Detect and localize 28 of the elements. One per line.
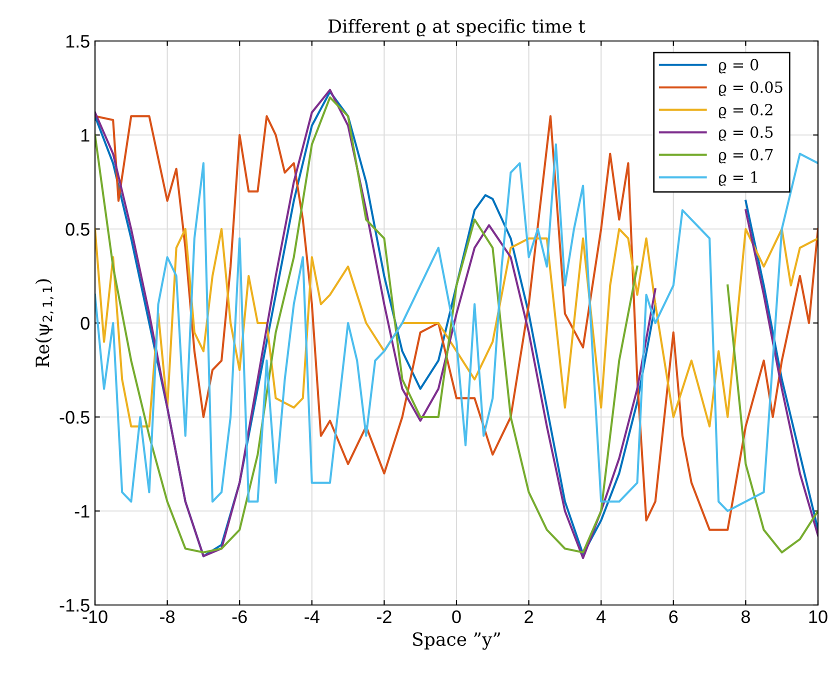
x-tick-label: 0 [452,610,461,624]
legend-label: ϱ = 0 [718,58,758,74]
y-tick-label: -1.5 [60,599,90,612]
y-tick-label: -0.5 [60,410,90,424]
y-axis-title: Re(ψ$_{2,1,1}$) [35,279,54,368]
x-tick-label: 4 [596,610,606,623]
x-tick-label: 6 [669,610,678,624]
y-tick-label: 0.5 [66,222,90,236]
line-series [95,228,818,428]
x-axis-title: Space ”y” [413,632,500,650]
legend-label: ϱ = 0.7 [718,148,773,164]
y-tick-label: -1 [74,505,90,518]
x-tick-label: 8 [741,610,750,624]
x-tick-label: -8 [160,610,175,624]
x-tick-label: -2 [376,610,392,623]
legend-label: ϱ = 0.5 [718,126,773,141]
x-tick-label: 10 [809,610,828,624]
y-tick-label: 1 [81,129,90,142]
x-tick-label: 2 [524,610,533,623]
x-tick-label: -4 [304,610,320,623]
x-tick-label: -10 [82,610,108,624]
legend-label: ϱ = 0.2 [718,104,772,118]
legend-label: ϱ = 0.05 [718,81,782,96]
legend-label: ϱ = 1 [718,171,758,186]
y-tick-label: 0 [80,316,90,330]
y-tick-label: 1.5 [66,35,90,48]
chart-title: Different ϱ at specific time t [328,18,586,36]
x-tick-label: -6 [232,610,247,624]
